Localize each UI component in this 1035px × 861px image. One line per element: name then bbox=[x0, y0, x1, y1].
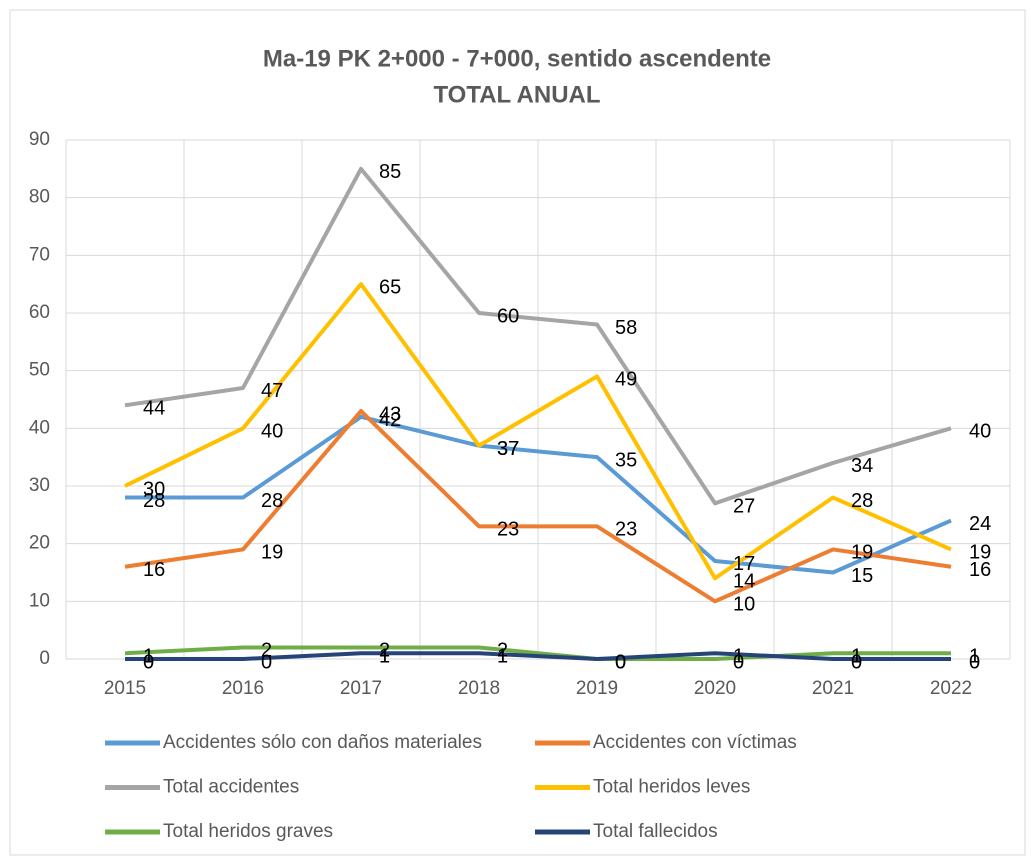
data-label: 42 bbox=[379, 409, 401, 431]
chart-title: TOTAL ANUAL bbox=[433, 81, 600, 108]
series-line bbox=[125, 414, 952, 575]
legend-label: Total heridos graves bbox=[163, 821, 333, 842]
x-tick-label: 2019 bbox=[576, 678, 618, 699]
data-label: 23 bbox=[615, 519, 637, 541]
x-tick-label: 2018 bbox=[458, 678, 500, 699]
y-tick-label: 60 bbox=[29, 302, 50, 323]
x-tick-label: 2016 bbox=[222, 678, 264, 699]
data-label: 37 bbox=[497, 438, 519, 460]
data-label: 2 bbox=[261, 640, 272, 662]
data-label: 0 bbox=[143, 651, 154, 673]
data-label: 1 bbox=[497, 646, 508, 668]
y-tick-label: 10 bbox=[29, 590, 50, 611]
data-label: 43 bbox=[379, 403, 401, 425]
data-label: 47 bbox=[261, 380, 283, 402]
legend-label: Total fallecidos bbox=[593, 821, 718, 842]
series-line bbox=[125, 651, 951, 661]
data-label: 1 bbox=[733, 646, 744, 668]
chart-border bbox=[9, 9, 1026, 856]
data-label: 19 bbox=[261, 542, 283, 564]
data-label: 65 bbox=[379, 276, 401, 298]
data-label: 19 bbox=[851, 542, 873, 564]
y-tick-label: 50 bbox=[29, 360, 50, 381]
x-tick-label: 2017 bbox=[340, 678, 382, 699]
legend-label: Total heridos leves bbox=[593, 777, 750, 798]
data-label: 58 bbox=[615, 317, 637, 339]
data-label: 19 bbox=[969, 542, 991, 564]
data-label: 16 bbox=[969, 559, 991, 581]
y-tick-label: 30 bbox=[29, 475, 50, 496]
y-tick-label: 70 bbox=[29, 244, 50, 265]
data-label: 85 bbox=[379, 161, 401, 183]
legend-label: Accidentes sólo con daños materiales bbox=[163, 732, 482, 753]
chart-title: Ma-19 PK 2+000 - 7+000, sentido ascenden… bbox=[263, 45, 771, 72]
y-tick-label: 20 bbox=[29, 533, 50, 554]
data-label: 0 bbox=[851, 651, 862, 673]
data-label: 60 bbox=[497, 305, 519, 327]
data-label: 1 bbox=[851, 646, 862, 668]
x-tick-label: 2021 bbox=[812, 678, 854, 699]
data-label: 27 bbox=[733, 496, 755, 518]
data-label: 23 bbox=[497, 519, 519, 541]
y-tick-label: 40 bbox=[29, 417, 50, 438]
data-label: 28 bbox=[851, 490, 873, 512]
y-tick-label: 80 bbox=[29, 187, 50, 208]
x-tick-label: 2020 bbox=[694, 678, 736, 699]
data-label: 0 bbox=[969, 651, 980, 673]
x-tick-label: 2022 bbox=[930, 678, 972, 699]
data-label: 0 bbox=[615, 651, 626, 673]
data-label: 35 bbox=[615, 449, 637, 471]
data-label: 40 bbox=[969, 421, 991, 443]
data-label: 28 bbox=[143, 490, 165, 512]
data-label: 40 bbox=[261, 421, 283, 443]
data-label: 1 bbox=[969, 646, 980, 668]
data-label: 28 bbox=[261, 490, 283, 512]
data-label: 49 bbox=[615, 369, 637, 391]
data-label: 2 bbox=[497, 640, 508, 662]
legend-label: Accidentes con víctimas bbox=[593, 732, 797, 753]
data-label: 0 bbox=[261, 651, 272, 673]
data-label: 0 bbox=[733, 651, 744, 673]
data-label: 14 bbox=[733, 571, 755, 593]
data-label: 17 bbox=[733, 553, 755, 575]
data-label: 37 bbox=[497, 438, 519, 460]
data-label: 24 bbox=[969, 513, 991, 535]
data-label: 15 bbox=[851, 565, 873, 587]
y-tick-label: 90 bbox=[29, 129, 50, 150]
data-label: 16 bbox=[143, 559, 165, 581]
series-line bbox=[124, 409, 952, 604]
x-tick-label: 2015 bbox=[104, 678, 146, 699]
y-tick-label: 0 bbox=[39, 648, 50, 669]
data-label: 44 bbox=[143, 398, 165, 420]
data-label: 34 bbox=[851, 455, 873, 477]
series-line bbox=[124, 282, 952, 581]
series-line bbox=[124, 166, 952, 506]
data-label: 1 bbox=[143, 646, 154, 668]
data-label: 0 bbox=[615, 651, 626, 673]
legend-label: Total accidentes bbox=[163, 777, 299, 798]
data-label: 30 bbox=[143, 478, 165, 500]
data-label: 1 bbox=[379, 646, 390, 668]
data-label: 10 bbox=[733, 594, 755, 616]
series-line bbox=[124, 645, 951, 661]
data-label: 2 bbox=[379, 640, 390, 662]
